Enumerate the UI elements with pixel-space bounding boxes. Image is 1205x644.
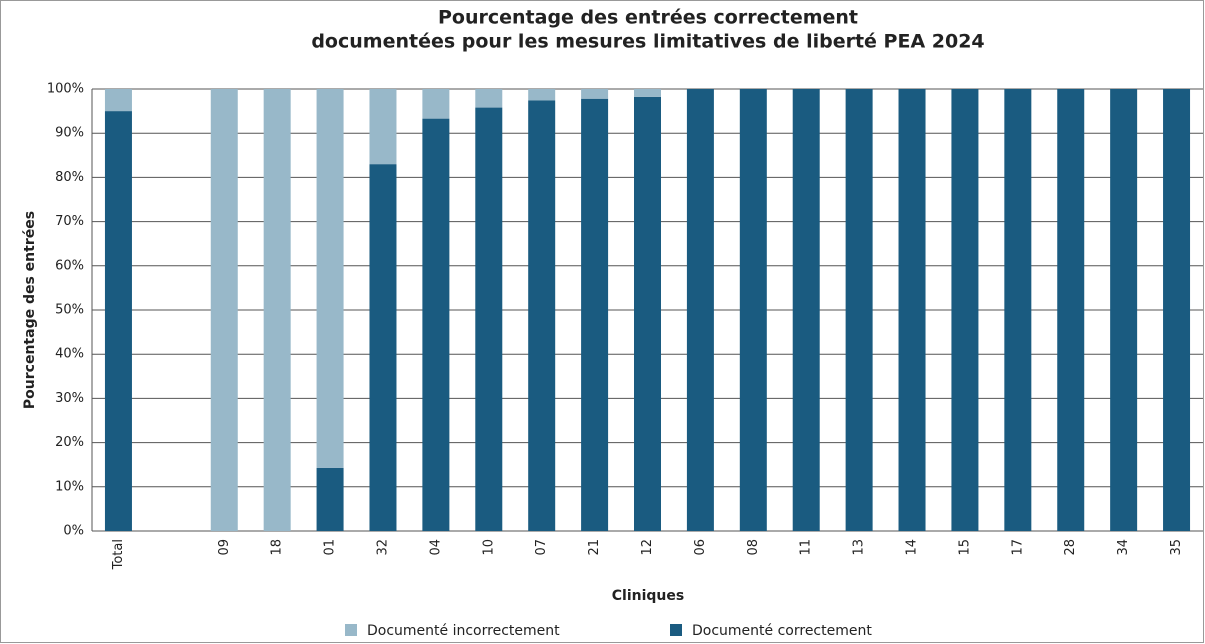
bar-segment [1057,89,1085,531]
bar-segment [898,89,926,531]
bar-segment [845,89,873,531]
bar-segment [104,111,132,531]
legend-swatch [345,624,357,636]
x-tick-label: 06 [693,539,708,556]
y-axis-label: Pourcentage des entrées [22,211,38,409]
x-axis-label: Cliniques [612,588,684,604]
x-tick-label: 09 [217,539,232,556]
bar-segment [263,89,291,531]
bar-segment [475,107,503,532]
y-tick-label: 30% [55,391,84,406]
bar-segment [528,100,556,531]
bar-segment [581,89,609,99]
bar-segment [1163,89,1191,531]
x-tick-label: 21 [587,539,602,556]
bar-segment [1004,89,1032,531]
chart-title: documentées pour les mesures limitatives… [311,31,984,53]
bar-segment [422,89,450,119]
y-tick-label: 70% [55,214,84,229]
x-tick-label: 15 [957,539,972,556]
legend-label: Documenté incorrectement [367,623,560,639]
y-tick-label: 100% [47,82,84,97]
y-tick-label: 90% [55,126,84,141]
bar-segment [1110,89,1138,531]
x-tick-label: 11 [799,539,814,556]
x-tick-label: 14 [905,539,920,556]
y-tick-label: 0% [63,524,84,539]
bar-segment [316,467,344,531]
y-tick-label: 40% [55,347,84,362]
bar-segment [104,89,132,112]
x-tick-label: 18 [270,539,285,556]
x-tick-label: 08 [746,539,761,556]
x-tick-label: 34 [1116,539,1131,556]
legend-swatch [670,624,682,636]
bar-segment [792,89,820,531]
x-tick-label: 07 [534,539,549,556]
y-tick-label: 80% [55,170,84,185]
x-tick-label: 28 [1063,539,1078,556]
bar-segment [316,89,344,468]
y-tick-label: 10% [55,479,84,494]
bar-segment [528,89,556,101]
x-tick-label: 17 [1010,539,1025,556]
x-tick-label: Total [111,539,126,570]
bar-segment [686,89,714,531]
x-tick-label: 35 [1169,539,1184,556]
y-tick-label: 20% [55,435,84,450]
bar-segment [634,89,661,97]
bar-segment [581,98,609,531]
x-tick-label: 10 [481,539,496,556]
x-tick-label: 13 [852,539,867,556]
x-tick-label: 32 [375,539,390,556]
x-tick-label: 01 [323,539,338,556]
x-tick-label: 12 [640,539,655,556]
y-tick-label: 50% [55,303,84,318]
bar-segment [369,89,397,165]
bar-segment [210,89,238,531]
chart-title: Pourcentage des entrées correctement [438,7,858,29]
x-tick-label: 04 [428,539,443,556]
bar-segment [951,89,979,531]
bar-segment [739,89,767,531]
bar-segment [369,164,397,531]
legend-label: Documenté correctement [692,623,872,639]
bar-segment [475,89,503,108]
bar-segment [634,96,661,532]
y-tick-label: 60% [55,258,84,273]
bar-segment [422,118,450,531]
